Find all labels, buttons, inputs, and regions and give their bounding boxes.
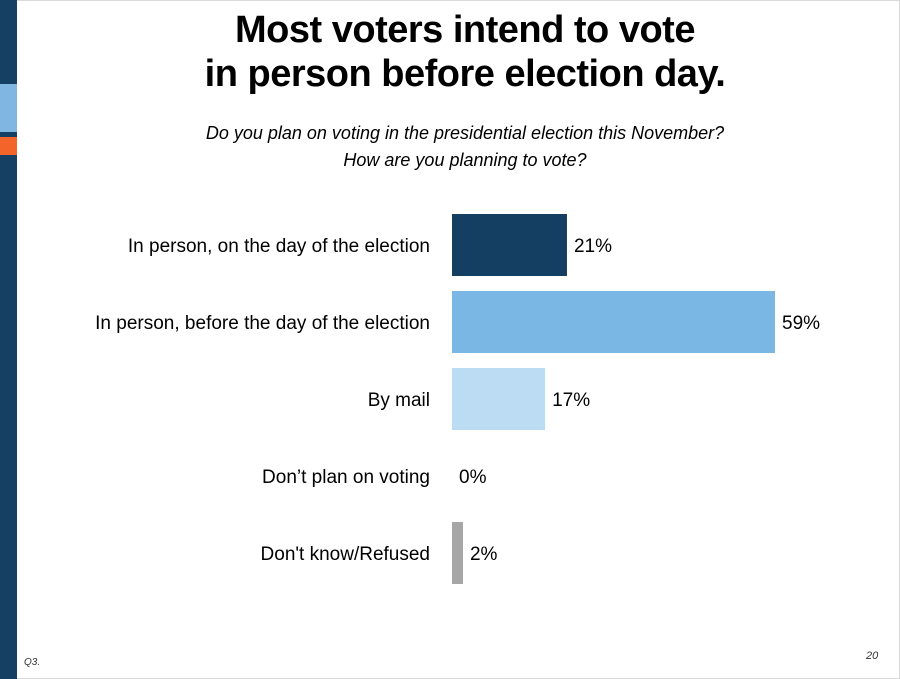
category-label: In person, on the day of the election <box>128 236 430 257</box>
page-number: 20 <box>866 650 879 662</box>
slide-title: Most voters intend to vote in person bef… <box>30 8 900 96</box>
value-label: 17% <box>552 390 590 411</box>
category-label: By mail <box>368 390 430 411</box>
category-label: Don’t plan on voting <box>262 467 430 488</box>
left-decorative-strip <box>0 0 17 679</box>
value-label: 59% <box>782 313 820 334</box>
slide-title-line-1: Most voters intend to vote <box>235 9 695 51</box>
bar <box>452 214 567 276</box>
value-label: 21% <box>574 236 612 257</box>
bar <box>452 368 546 430</box>
slide-title-line-2: in person before election day. <box>204 53 726 95</box>
left-strip-blue-accent <box>0 84 17 132</box>
bar <box>452 291 775 353</box>
footer-note: Q3. <box>24 657 41 668</box>
category-label: Don't know/Refused <box>261 544 430 565</box>
value-label: 2% <box>470 544 498 565</box>
bar <box>452 522 463 584</box>
category-label: In person, before the day of the electio… <box>95 313 430 334</box>
value-label: 0% <box>459 467 487 488</box>
survey-question-line-1: Do you plan on voting in the presidentia… <box>205 123 725 143</box>
survey-question: Do you plan on voting in the presidentia… <box>30 120 900 174</box>
left-strip-orange-accent <box>0 137 17 155</box>
survey-question-line-2: How are you planning to vote? <box>343 150 587 170</box>
